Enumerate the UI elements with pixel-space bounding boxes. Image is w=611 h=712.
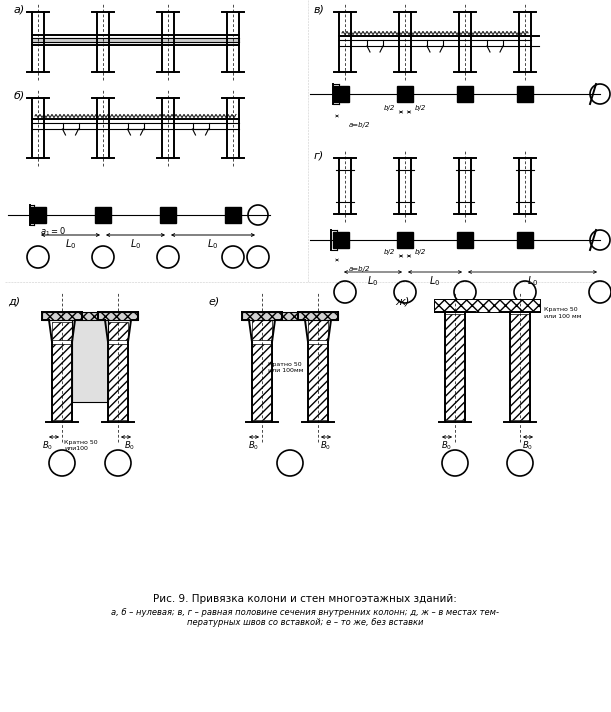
Bar [397, 232, 413, 248]
Text: пературных швов со вставкой; е – то же, без вставки: пературных швов со вставкой; е – то же, … [187, 618, 423, 627]
Bar [252, 344, 272, 420]
Circle shape [334, 281, 356, 303]
Bar [160, 207, 176, 223]
Circle shape [157, 246, 179, 268]
Text: б): б) [14, 90, 25, 100]
Bar [95, 207, 111, 223]
Circle shape [277, 450, 303, 476]
Circle shape [27, 246, 49, 268]
Bar [42, 312, 138, 320]
Bar [308, 320, 328, 340]
Text: $B_0$: $B_0$ [522, 440, 533, 453]
Text: а): а) [14, 4, 25, 14]
Text: $B_0$: $B_0$ [249, 440, 260, 453]
Circle shape [247, 246, 269, 268]
Bar [333, 232, 349, 248]
Bar [108, 344, 128, 420]
Text: г): г) [314, 150, 324, 160]
Circle shape [514, 281, 536, 303]
Text: $L_0$: $L_0$ [65, 237, 76, 251]
Circle shape [248, 205, 268, 225]
Text: $L_0$: $L_0$ [430, 274, 441, 288]
Circle shape [442, 450, 468, 476]
Bar [333, 86, 349, 102]
Text: b/2: b/2 [415, 105, 426, 111]
Text: $L_0$: $L_0$ [527, 274, 538, 288]
Bar [30, 207, 46, 223]
Text: Рис. 9. Привязка колони и стен многоэтажных зданий:: Рис. 9. Привязка колони и стен многоэтаж… [153, 594, 457, 604]
Circle shape [222, 246, 244, 268]
Bar [457, 232, 473, 248]
Bar [72, 318, 108, 402]
Text: a=b/2: a=b/2 [349, 266, 370, 272]
Bar [397, 86, 413, 102]
Text: $a_1=0$: $a_1=0$ [40, 225, 66, 238]
Text: д): д) [8, 297, 20, 307]
Text: Кратно 50: Кратно 50 [268, 362, 302, 367]
Bar [435, 300, 540, 312]
Text: $L_0$: $L_0$ [367, 274, 379, 288]
Text: ж): ж) [395, 297, 409, 307]
Circle shape [394, 281, 416, 303]
Bar [517, 232, 533, 248]
Bar [52, 344, 72, 420]
Text: $L_0$: $L_0$ [130, 237, 141, 251]
Text: Кратно 50: Кратно 50 [544, 307, 577, 312]
Circle shape [454, 281, 476, 303]
Circle shape [507, 450, 533, 476]
Text: a=b/2: a=b/2 [349, 122, 370, 128]
Circle shape [590, 230, 610, 250]
Bar [52, 322, 72, 340]
Text: или100: или100 [64, 446, 88, 451]
Circle shape [92, 246, 114, 268]
Bar [435, 300, 540, 312]
Text: а, б – нулевая; в, г – равная половине сечения внутренних колонн; д, ж – в места: а, б – нулевая; в, г – равная половине с… [111, 608, 499, 617]
Circle shape [105, 450, 131, 476]
Circle shape [589, 281, 611, 303]
Circle shape [49, 450, 75, 476]
Bar [108, 322, 128, 340]
Text: $B_0$: $B_0$ [43, 439, 54, 451]
Circle shape [590, 84, 610, 104]
Text: $L_0$: $L_0$ [207, 237, 219, 251]
Bar [517, 86, 533, 102]
Bar [308, 344, 328, 420]
Bar [457, 86, 473, 102]
Bar [445, 314, 465, 420]
Text: или 100 мм: или 100 мм [544, 314, 582, 319]
Bar [242, 312, 338, 320]
Text: или 100мм: или 100мм [268, 368, 304, 373]
Text: Кратно 50: Кратно 50 [64, 440, 98, 445]
Bar [510, 314, 530, 420]
Bar [225, 207, 241, 223]
Text: b/2: b/2 [384, 105, 395, 111]
Text: $B_0$: $B_0$ [442, 440, 453, 453]
Text: $B_0$: $B_0$ [321, 440, 332, 453]
Text: е): е) [208, 297, 219, 307]
Bar [252, 320, 272, 340]
Text: $B_0$: $B_0$ [125, 439, 136, 451]
Text: в): в) [314, 4, 325, 14]
Text: b/2: b/2 [384, 249, 395, 255]
Text: b/2: b/2 [415, 249, 426, 255]
